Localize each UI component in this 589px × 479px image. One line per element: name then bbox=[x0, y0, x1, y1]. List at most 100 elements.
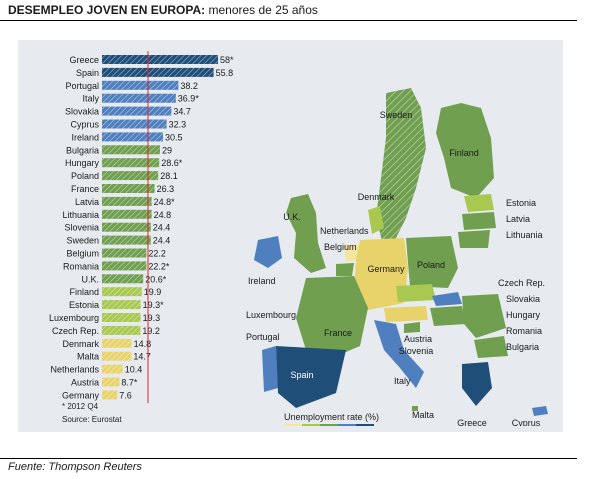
bar-hatch bbox=[102, 119, 167, 129]
bar-hatch bbox=[102, 158, 160, 168]
country-denmark[interactable] bbox=[368, 206, 384, 234]
bar-hatch bbox=[102, 80, 179, 90]
legend-swatch bbox=[320, 424, 338, 426]
bar-category-label: Poland bbox=[71, 171, 99, 181]
country-france[interactable] bbox=[296, 276, 368, 358]
map-label: Germany bbox=[367, 264, 405, 274]
map-label: Hungary bbox=[506, 310, 541, 320]
page-title: DESEMPLEO JOVEN EN EUROPA: menores de 25… bbox=[8, 3, 318, 17]
bar-value-label: 22.2 bbox=[148, 249, 166, 259]
bar-value-label: 20.6* bbox=[145, 274, 167, 284]
map-label: Malta bbox=[412, 410, 434, 420]
map-label: Latvia bbox=[506, 214, 530, 224]
country-greece[interactable] bbox=[462, 362, 492, 406]
country-uk[interactable] bbox=[286, 194, 326, 273]
map-label: Slovenia bbox=[399, 346, 434, 356]
country-bulgaria[interactable] bbox=[474, 336, 508, 358]
country-slovakia[interactable] bbox=[432, 292, 462, 306]
country-spain[interactable] bbox=[276, 346, 346, 408]
map-label: Portugal bbox=[246, 332, 280, 342]
country-czech[interactable] bbox=[396, 284, 436, 302]
bar-hatch bbox=[102, 55, 218, 64]
map-countries bbox=[254, 88, 548, 416]
bar-category-label: Finland bbox=[69, 287, 99, 297]
footer-source: Fuente: Thompson Reuters bbox=[8, 461, 142, 473]
bar-category-label: Italy bbox=[82, 94, 99, 104]
map-label: Denmark bbox=[358, 192, 395, 202]
bar-category-label: Latvia bbox=[75, 197, 99, 207]
map-label: Bulgaria bbox=[506, 342, 539, 352]
bar-hatch bbox=[102, 106, 172, 116]
bar-value-label: 34.7 bbox=[173, 107, 191, 117]
map-label: Italy bbox=[394, 376, 411, 386]
bar-category-label: Lithuania bbox=[62, 210, 99, 220]
bar-category-label: U.K. bbox=[81, 274, 99, 284]
country-germany[interactable] bbox=[354, 238, 408, 310]
bar-hatch bbox=[102, 209, 152, 219]
bar-category-label: Netherlands bbox=[50, 365, 99, 375]
bar-category-label: Estonia bbox=[69, 300, 99, 310]
bar-hatch bbox=[102, 390, 118, 400]
bar-category-label: Spain bbox=[76, 68, 99, 78]
bar-category-label: Hungary bbox=[65, 158, 100, 168]
legend-swatch bbox=[284, 424, 302, 426]
bar-hatch bbox=[102, 261, 147, 271]
country-malta[interactable] bbox=[412, 406, 418, 411]
map-label: Estonia bbox=[506, 198, 536, 208]
bar-value-label: 19.2 bbox=[142, 326, 160, 336]
bar-hatch bbox=[102, 351, 132, 361]
map-label: Finland bbox=[449, 148, 479, 158]
bar-hatch bbox=[102, 338, 132, 348]
map-label: Luxembourg bbox=[246, 310, 296, 320]
bar-chart: Greece 58* Spain 55.8 Portugal 38.2 Italy 36.9*… bbox=[49, 51, 234, 404]
country-romania[interactable] bbox=[462, 294, 506, 338]
bar-hatch bbox=[102, 300, 141, 310]
map-label: Czech Rep. bbox=[498, 278, 545, 288]
country-italy[interactable] bbox=[374, 320, 424, 388]
bar-category-label: Portugal bbox=[65, 81, 99, 91]
bar-value-label: 30.5 bbox=[165, 132, 183, 142]
title-bold: DESEMPLEO JOVEN EN EUROPA: bbox=[8, 3, 206, 17]
title-rest: menores de 25 años bbox=[205, 3, 318, 17]
bar-value-label: 32.3 bbox=[169, 120, 187, 130]
bar-value-label: 58* bbox=[220, 55, 234, 65]
country-slovenia[interactable] bbox=[404, 322, 420, 333]
country-netherlands[interactable] bbox=[344, 244, 360, 262]
map-label: Lithuania bbox=[506, 230, 543, 240]
country-belgium[interactable] bbox=[336, 263, 354, 276]
country-cyprus[interactable] bbox=[532, 406, 548, 416]
europe-map: Sweden Finland Estonia Latvia Lithuania Denma… bbox=[246, 88, 548, 426]
country-portugal[interactable] bbox=[262, 346, 278, 392]
country-sweden-hatch bbox=[376, 88, 426, 248]
bar-category-label: Greece bbox=[69, 55, 99, 65]
bar-category-label: Romania bbox=[63, 261, 99, 271]
map-legend: Unemployment rate (%) bbox=[284, 412, 379, 426]
bar-hatch bbox=[102, 364, 123, 374]
country-finland[interactable] bbox=[436, 103, 494, 198]
bar-value-label: 19.9 bbox=[144, 287, 162, 297]
bar-value-label: 36.9* bbox=[178, 94, 200, 104]
bar-hatch bbox=[102, 145, 160, 155]
bar-value-label: 24.8* bbox=[154, 197, 176, 207]
country-hungary[interactable] bbox=[430, 306, 466, 326]
country-ireland[interactable] bbox=[254, 236, 282, 268]
top-rule bbox=[0, 20, 577, 21]
country-latvia[interactable] bbox=[462, 212, 496, 230]
bar-hatch bbox=[102, 132, 163, 142]
bar-category-label: Bulgaria bbox=[66, 145, 99, 155]
country-estonia[interactable] bbox=[464, 194, 494, 212]
map-label: Slovakia bbox=[506, 294, 540, 304]
bar-category-label: Luxembourg bbox=[49, 313, 99, 323]
bar-value-label: 26.3 bbox=[157, 184, 175, 194]
country-lithuania[interactable] bbox=[458, 230, 490, 248]
bar-category-label: Austria bbox=[71, 378, 99, 388]
map-label: Romania bbox=[506, 326, 542, 336]
country-austria[interactable] bbox=[384, 306, 428, 322]
bar-hatch bbox=[102, 377, 120, 387]
map-label: Poland bbox=[417, 260, 445, 270]
bottom-rule bbox=[0, 458, 577, 459]
country-poland[interactable] bbox=[406, 236, 458, 288]
bar-hatch bbox=[102, 222, 151, 232]
map-label: France bbox=[324, 328, 352, 338]
bar-value-label: 28.1 bbox=[160, 171, 178, 181]
